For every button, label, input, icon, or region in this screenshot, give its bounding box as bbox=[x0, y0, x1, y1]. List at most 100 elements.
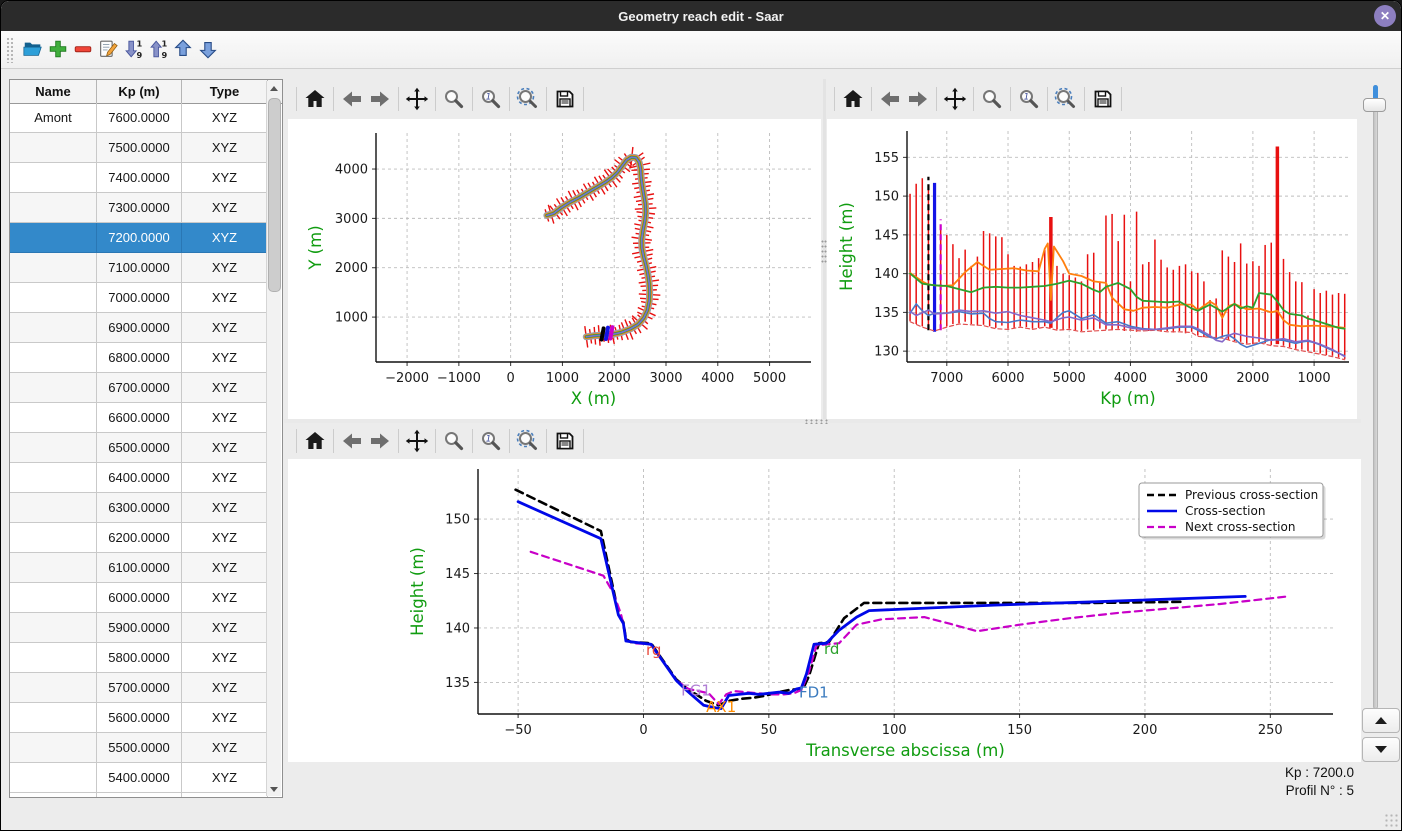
zoom-one-button[interactable]: 1 bbox=[477, 85, 505, 113]
column-header-name[interactable]: Name bbox=[10, 80, 97, 103]
move-down-button[interactable] bbox=[195, 37, 220, 63]
zoom-auto-button[interactable] bbox=[514, 85, 542, 113]
table-cell[interactable] bbox=[10, 553, 97, 583]
table-cell[interactable] bbox=[10, 493, 97, 523]
table-cell[interactable] bbox=[10, 463, 97, 493]
profile-up-button[interactable] bbox=[1362, 708, 1400, 733]
table-row[interactable]: Amont 7600.0000 XYZ bbox=[10, 103, 268, 133]
zoom-button[interactable] bbox=[440, 85, 468, 113]
table-cell[interactable] bbox=[10, 433, 97, 463]
table-row[interactable]: 6300.0000 XYZ bbox=[10, 493, 268, 523]
table-cell[interactable]: 7500.0000 bbox=[97, 133, 182, 163]
table-cell[interactable]: 6700.0000 bbox=[97, 373, 182, 403]
save-button[interactable] bbox=[551, 427, 579, 455]
table-cell[interactable] bbox=[10, 733, 97, 763]
table-cell[interactable]: 5600.0000 bbox=[97, 703, 182, 733]
table-row[interactable]: 7300.0000 XYZ bbox=[10, 193, 268, 223]
table-cell[interactable] bbox=[10, 193, 97, 223]
table-row[interactable]: 6100.0000 XYZ bbox=[10, 553, 268, 583]
table-row[interactable]: 7200.0000 XYZ bbox=[10, 223, 268, 253]
table-cell[interactable]: XYZ bbox=[182, 673, 268, 703]
back-button[interactable] bbox=[876, 85, 904, 113]
pan-button[interactable] bbox=[941, 85, 969, 113]
table-cell[interactable]: XYZ bbox=[182, 193, 268, 223]
table-cell[interactable] bbox=[10, 763, 97, 793]
table-row[interactable]: 7100.0000 XYZ bbox=[10, 253, 268, 283]
table-cell[interactable]: 5800.0000 bbox=[97, 643, 182, 673]
table-row[interactable]: 6400.0000 XYZ bbox=[10, 463, 268, 493]
forward-button[interactable] bbox=[904, 85, 932, 113]
horizontal-splitter[interactable] bbox=[284, 419, 1361, 424]
save-button[interactable] bbox=[1089, 85, 1117, 113]
profile-slider[interactable] bbox=[1363, 85, 1387, 709]
table-cell[interactable] bbox=[10, 403, 97, 433]
table-cell[interactable] bbox=[10, 313, 97, 343]
table-cell[interactable]: XYZ bbox=[182, 523, 268, 553]
pan-button[interactable] bbox=[403, 427, 431, 455]
table-cell[interactable]: XYZ bbox=[182, 133, 268, 163]
table-cell[interactable]: XYZ bbox=[182, 583, 268, 613]
table-cell[interactable]: 7100.0000 bbox=[97, 253, 182, 283]
table-cell[interactable]: Amont bbox=[10, 103, 97, 133]
table-row[interactable]: 5900.0000 XYZ bbox=[10, 613, 268, 643]
edit-button[interactable] bbox=[95, 37, 120, 63]
table-cell[interactable] bbox=[10, 673, 97, 703]
close-button[interactable]: ✕ bbox=[1374, 5, 1396, 27]
add-button[interactable] bbox=[45, 37, 70, 63]
table-row[interactable]: 6500.0000 XYZ bbox=[10, 433, 268, 463]
table-cell[interactable]: 7400.0000 bbox=[97, 163, 182, 193]
table-cell[interactable]: 6000.0000 bbox=[97, 583, 182, 613]
move-up-button[interactable] bbox=[170, 37, 195, 63]
resize-grip[interactable] bbox=[1384, 813, 1399, 828]
forward-button[interactable] bbox=[366, 85, 394, 113]
table-cell[interactable]: 5500.0000 bbox=[97, 733, 182, 763]
table-cell[interactable] bbox=[10, 613, 97, 643]
plan-plot-canvas[interactable]: −2000 −1000 0 1000 2000 3000 4000 5000 1000 2000 3… bbox=[288, 119, 821, 419]
table-cell[interactable]: 7000.0000 bbox=[97, 283, 182, 313]
table-cell[interactable] bbox=[10, 223, 97, 253]
table-row[interactable]: 6800.0000 XYZ bbox=[10, 343, 268, 373]
table-cell[interactable]: XYZ bbox=[182, 403, 268, 433]
table-cell[interactable]: 6500.0000 bbox=[97, 433, 182, 463]
zoom-one-button[interactable]: 1 bbox=[1015, 85, 1043, 113]
table-cell[interactable]: XYZ bbox=[182, 463, 268, 493]
home-button[interactable] bbox=[301, 427, 329, 455]
table-cell[interactable] bbox=[10, 373, 97, 403]
back-button[interactable] bbox=[338, 427, 366, 455]
table-row[interactable]: 6700.0000 XYZ bbox=[10, 373, 268, 403]
table-cell[interactable]: XYZ bbox=[182, 643, 268, 673]
table-row[interactable]: 7400.0000 XYZ bbox=[10, 163, 268, 193]
home-button[interactable] bbox=[301, 85, 329, 113]
zoom-auto-button[interactable] bbox=[1052, 85, 1080, 113]
table-cell[interactable]: XYZ bbox=[182, 613, 268, 643]
table-cell[interactable]: XYZ bbox=[182, 223, 268, 253]
table-row[interactable]: 5600.0000 XYZ bbox=[10, 703, 268, 733]
table-scrollbar[interactable] bbox=[266, 81, 281, 796]
table-row[interactable]: 7500.0000 XYZ bbox=[10, 133, 268, 163]
table-cell[interactable]: 5400.0000 bbox=[97, 763, 182, 793]
table-cell[interactable]: XYZ bbox=[182, 553, 268, 583]
table-row[interactable]: 5500.0000 XYZ bbox=[10, 733, 268, 763]
table-row[interactable]: 5700.0000 XYZ bbox=[10, 673, 268, 703]
toolbar-drag-handle[interactable] bbox=[6, 36, 13, 63]
open-button[interactable] bbox=[20, 37, 45, 63]
table-row[interactable]: 5400.0000 XYZ bbox=[10, 763, 268, 793]
table-cell[interactable] bbox=[10, 643, 97, 673]
table-cell[interactable]: XYZ bbox=[182, 433, 268, 463]
zoom-auto-button[interactable] bbox=[514, 427, 542, 455]
zoom-button[interactable] bbox=[978, 85, 1006, 113]
table-row[interactable]: 6600.0000 XYZ bbox=[10, 403, 268, 433]
table-cell[interactable]: XYZ bbox=[182, 373, 268, 403]
column-header-type[interactable]: Type bbox=[182, 80, 268, 103]
table-cell[interactable]: 6600.0000 bbox=[97, 403, 182, 433]
table-cell[interactable]: XYZ bbox=[182, 703, 268, 733]
table-cell[interactable]: 6400.0000 bbox=[97, 463, 182, 493]
pan-button[interactable] bbox=[403, 85, 431, 113]
home-button[interactable] bbox=[839, 85, 867, 113]
table-cell[interactable]: XYZ bbox=[182, 163, 268, 193]
table-cell[interactable] bbox=[10, 283, 97, 313]
table-cell[interactable] bbox=[10, 253, 97, 283]
table-row[interactable]: 6900.0000 XYZ bbox=[10, 313, 268, 343]
